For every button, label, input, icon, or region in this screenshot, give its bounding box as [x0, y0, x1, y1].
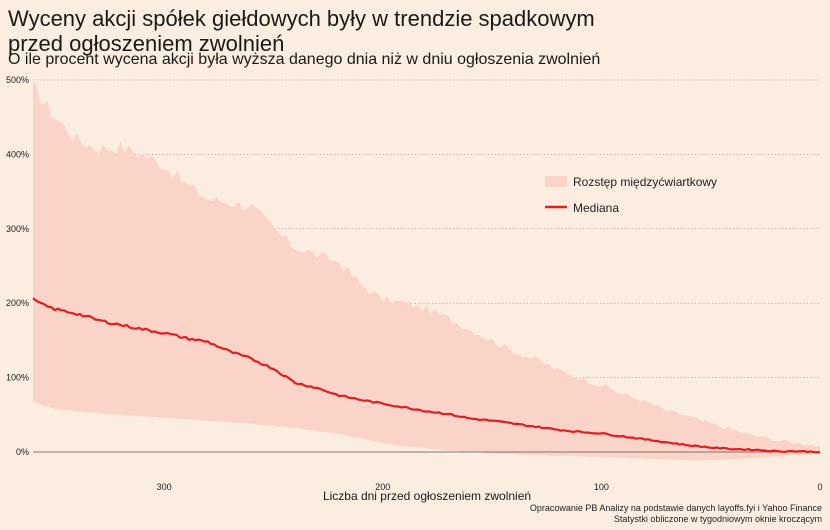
source-note: Opracowanie PB Analizy na podstawie dany…: [530, 503, 822, 525]
y-tick-label: 400%: [6, 149, 29, 159]
source-line-2: Statystki obliczone w tygodniowym oknie …: [613, 514, 822, 524]
legend-band-label: Rozstęp międzyćwiartkowy: [573, 175, 717, 189]
y-tick-label: 0%: [16, 447, 29, 457]
x-tick-label: 0: [817, 482, 822, 492]
median-line: [32, 297, 821, 454]
iqr-band: [33, 81, 820, 461]
x-tick-labels: 300 200 100 0: [157, 482, 823, 492]
y-tick-labels: 0% 100% 200% 300% 400% 500%: [6, 75, 29, 457]
source-line-1: Opracowanie PB Analizy na podstawie dany…: [529, 503, 822, 513]
y-tick-label: 200%: [6, 298, 29, 308]
y-tick-label: 300%: [6, 224, 29, 234]
x-tick-label: 300: [157, 482, 172, 492]
y-tick-label: 500%: [6, 75, 29, 85]
chart-subtitle: O ile procent wycena akcji była wyższa d…: [8, 51, 601, 68]
median-line-layer: [32, 297, 821, 454]
y-tick-label: 100%: [6, 373, 29, 383]
x-tick-label: 200: [375, 482, 390, 492]
legend: Rozstęp międzyćwiartkowy Mediana: [545, 175, 717, 215]
iqr-band-layer: [33, 81, 820, 461]
chart-title: Wyceny akcji spółek giełdowych były w tr…: [8, 6, 595, 56]
x-tick-label: 100: [594, 482, 609, 492]
legend-median-label: Mediana: [573, 201, 619, 215]
legend-band-swatch: [545, 176, 567, 187]
x-axis-label: Liczba dni przed ogłoszeniem zwolnień: [323, 489, 531, 503]
grid-lines: [33, 79, 820, 378]
